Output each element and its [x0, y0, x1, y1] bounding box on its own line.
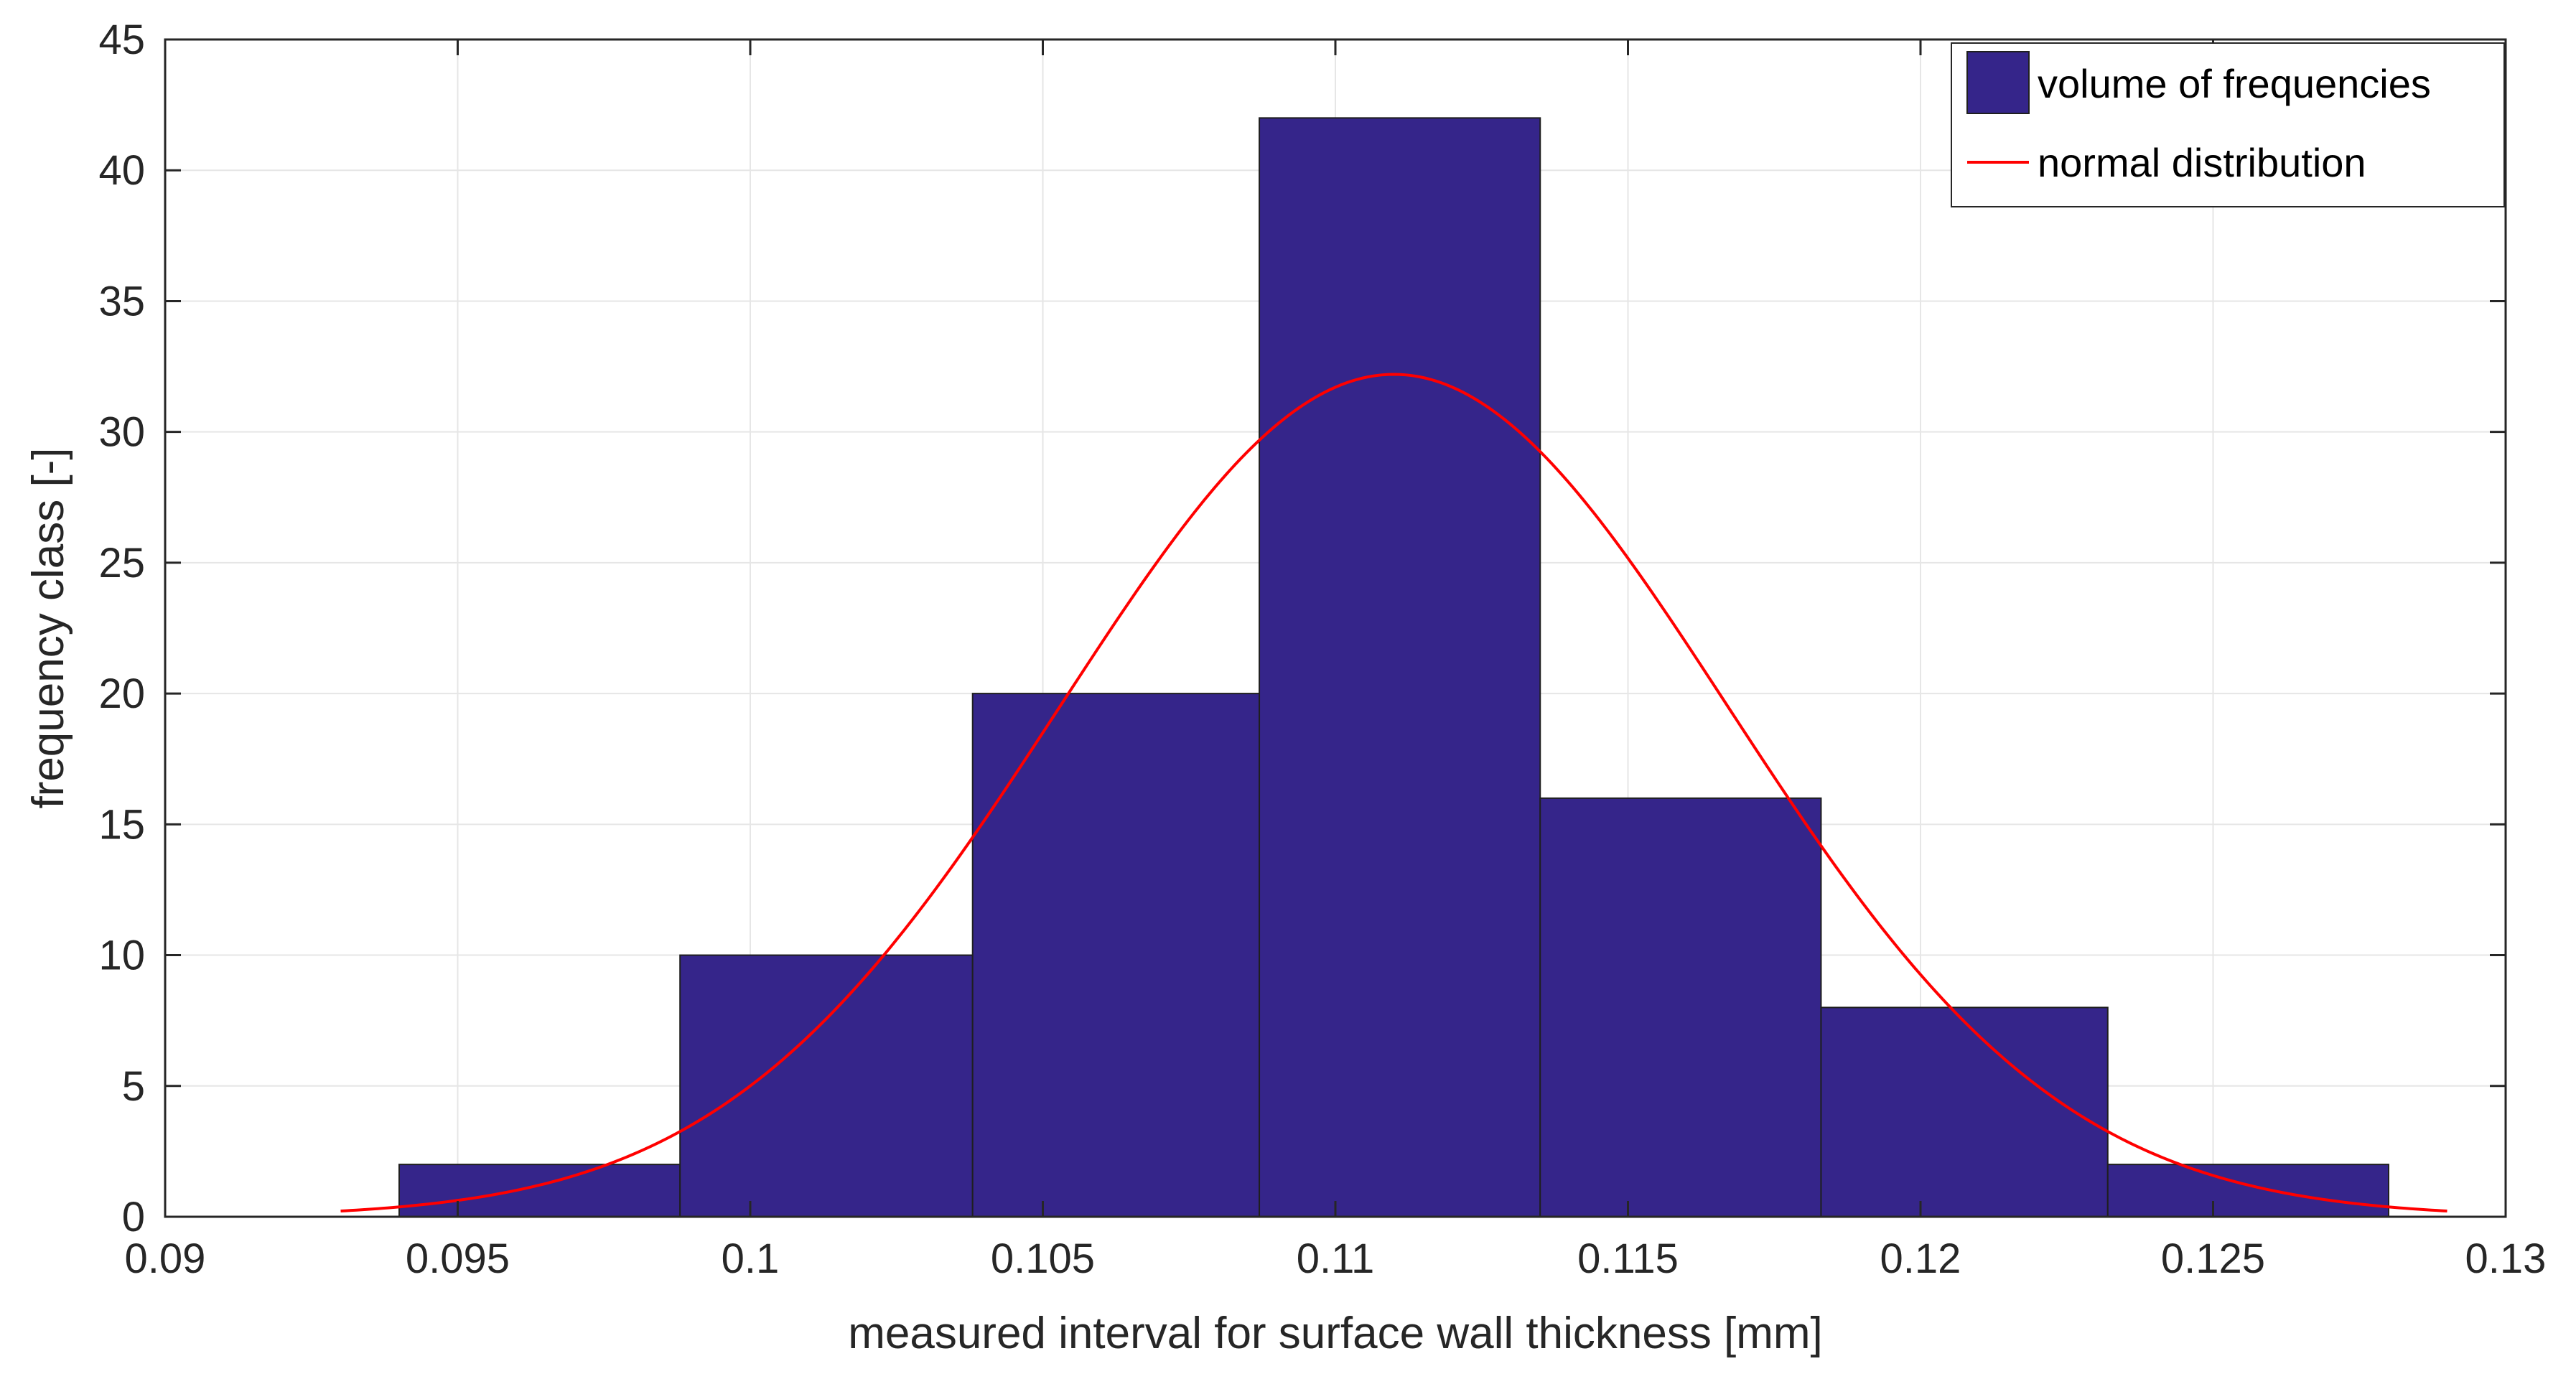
x-tick-label: 0.12 — [1880, 1235, 1961, 1282]
x-tick-label: 0.11 — [1297, 1235, 1375, 1282]
y-tick-label: 40 — [98, 147, 145, 194]
legend-swatch-bars — [1966, 51, 2030, 114]
legend-label-bars: volume of frequencies — [2038, 61, 2431, 106]
x-tick-label: 0.105 — [991, 1235, 1095, 1282]
histogram-bars — [398, 117, 2390, 1217]
y-tick-label: 35 — [98, 278, 145, 324]
normal-curve-layer — [340, 373, 2447, 1212]
x-tick-label: 0.125 — [2161, 1235, 2265, 1282]
legend-box — [1951, 42, 2505, 207]
legend: volume of frequencies normal distributio… — [1951, 42, 2505, 207]
y-tick-label: 5 — [122, 1063, 145, 1110]
x-tick-label: 0.115 — [1577, 1235, 1679, 1282]
normal-distribution-curve — [340, 373, 2447, 1212]
y-tick-label: 25 — [98, 540, 145, 586]
y-tick-label: 20 — [98, 670, 145, 717]
y-tick-label: 15 — [98, 801, 145, 848]
histogram-bar — [1259, 117, 1541, 1217]
x-tick-labels: 0.09 0.095 0.1 0.105 0.11 0.115 0.12 0.125 0.13 — [125, 1235, 2547, 1282]
histogram-bar — [398, 1164, 681, 1217]
y-tick-label: 30 — [98, 409, 145, 456]
histogram-bar — [2106, 1164, 2390, 1217]
x-tick-label: 0.095 — [406, 1235, 510, 1282]
x-tick-label: 0.09 — [125, 1235, 206, 1282]
histogram-bar — [971, 693, 1261, 1217]
histogram-bar — [1820, 1006, 2109, 1217]
y-tick-labels: 0 5 10 15 20 25 30 35 40 45 — [98, 17, 145, 1240]
x-tick-label: 0.1 — [722, 1235, 780, 1282]
y-tick-label: 0 — [122, 1194, 145, 1240]
x-axis-label: measured interval for surface wall thick… — [848, 1309, 1823, 1358]
y-tick-label: 10 — [98, 932, 145, 979]
x-tick-label: 0.13 — [2465, 1235, 2547, 1282]
y-tick-label: 45 — [98, 17, 145, 63]
histogram-bar — [1539, 797, 1822, 1217]
legend-label-curve: normal distribution — [2038, 140, 2366, 185]
histogram-bar — [679, 954, 974, 1217]
y-axis-label: frequency class [-] — [24, 447, 73, 808]
